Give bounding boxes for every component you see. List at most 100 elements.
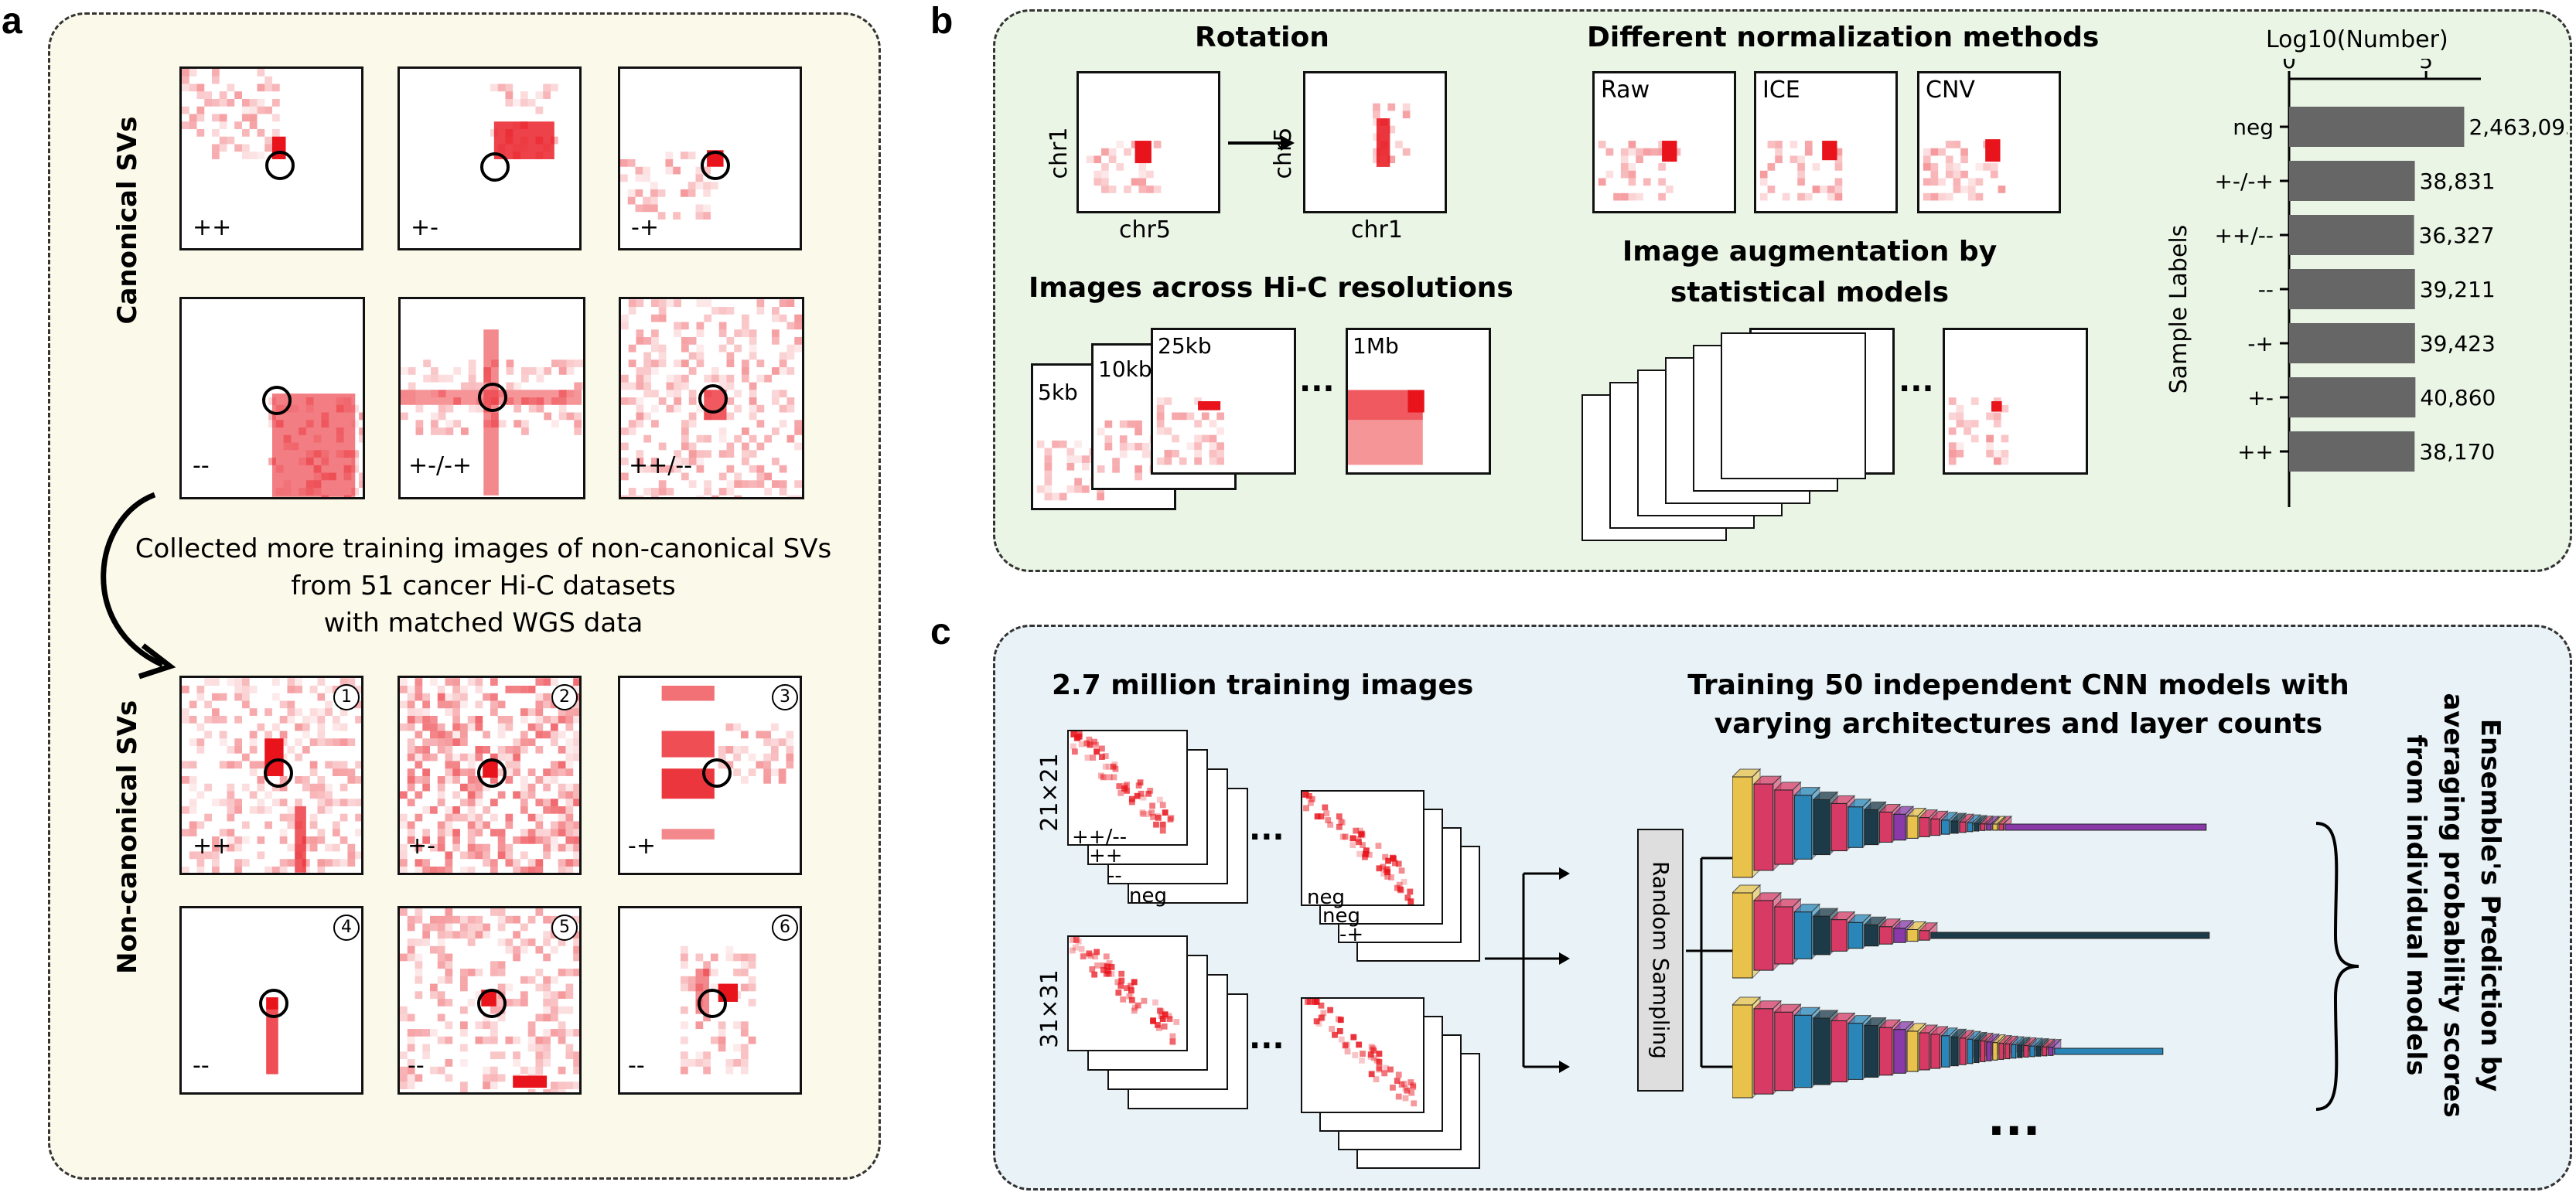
heatmap bbox=[182, 69, 286, 159]
arrow-text-line-3: with matched WGS data bbox=[323, 608, 643, 639]
panel-b-letter: b bbox=[930, 1, 954, 42]
rotation-arrow bbox=[1228, 135, 1295, 151]
sv-circle bbox=[477, 989, 507, 1018]
category-label: ++ bbox=[2237, 439, 2274, 465]
heatmap bbox=[621, 299, 802, 497]
augmentation-title-2: statistical models bbox=[1670, 277, 1950, 308]
orientation-label: -+ bbox=[628, 833, 656, 860]
sv-circle bbox=[701, 151, 730, 180]
orientation-label: -- bbox=[628, 1052, 645, 1079]
cnn-title-2: varying architectures and layer counts bbox=[1714, 708, 2323, 740]
heatmap bbox=[1305, 999, 1418, 1107]
normalization-title: Different normalization methods bbox=[1587, 22, 2100, 53]
norm-label: ICE bbox=[1762, 77, 1800, 104]
ensemble-text-2: averaging probability scores bbox=[2438, 693, 2469, 1118]
stack-label-4: neg bbox=[1129, 884, 1167, 908]
panel-a-letter: a bbox=[2, 1, 22, 42]
category-label: ++/-- bbox=[2214, 223, 2274, 248]
right-stack-label-3: -+ bbox=[1339, 923, 1364, 946]
cnn-models bbox=[1732, 768, 2210, 1099]
norm-label: CNV bbox=[1926, 77, 1975, 104]
cnn-layer bbox=[1998, 815, 2013, 832]
curved-arrow bbox=[101, 492, 176, 680]
bar bbox=[2289, 269, 2415, 309]
training-image-21 bbox=[1067, 730, 1188, 846]
bar bbox=[2289, 215, 2414, 255]
canonical-title: Canonical SVs bbox=[112, 116, 143, 325]
ensemble-text-3: from individual models bbox=[2400, 734, 2431, 1076]
value-label: 38,831 bbox=[2420, 169, 2496, 194]
sv-circle bbox=[698, 989, 727, 1018]
heatmap bbox=[1302, 792, 1414, 904]
value-label: 39,423 bbox=[2420, 331, 2496, 356]
noncanonical-tile-2: 2 +- bbox=[397, 676, 582, 875]
rotation-title: Rotation bbox=[1195, 22, 1329, 53]
noncanonical-tile-4: 4 -- bbox=[179, 906, 363, 1095]
cnn-dense-layer bbox=[1930, 932, 2210, 939]
heatmap bbox=[401, 329, 583, 496]
stack-label-3: -- bbox=[1107, 864, 1122, 887]
size-label-21: 21×21 bbox=[1036, 753, 1063, 832]
training-image-21-alt bbox=[1301, 790, 1424, 906]
sv-circle bbox=[477, 758, 507, 788]
canonical-tile-1: ++ bbox=[179, 66, 363, 250]
sv-number: 5 bbox=[551, 915, 578, 941]
value-label: 39,211 bbox=[2420, 277, 2496, 302]
bar bbox=[2289, 431, 2415, 472]
res-label: 5kb bbox=[1038, 380, 1078, 405]
cnn-dense-layer bbox=[2005, 823, 2207, 831]
res-25kb: 25kb bbox=[1151, 328, 1296, 475]
heatmap bbox=[490, 83, 558, 159]
canonical-tile-6: ++/-- bbox=[619, 297, 804, 499]
category-label: -+ bbox=[2247, 331, 2274, 356]
norm-raw: Raw bbox=[1592, 71, 1736, 213]
norm-ice: ICE bbox=[1754, 71, 1898, 213]
right-brace bbox=[2315, 822, 2359, 1111]
training-title: 2.7 million training images bbox=[1052, 669, 1474, 701]
heatmap bbox=[620, 150, 724, 220]
heatmap bbox=[1598, 141, 1681, 201]
random-sampling-label: Random Sampling bbox=[1648, 861, 1674, 1059]
orientation-label: ++ bbox=[193, 833, 232, 860]
x-tick-label: 0 bbox=[2282, 59, 2296, 73]
orientation-label: -- bbox=[193, 1052, 210, 1079]
cnn-layer bbox=[1773, 1003, 1802, 1092]
fanout-arrows bbox=[1485, 867, 1570, 1073]
arrow-text-line-1: Collected more training images of non-ca… bbox=[135, 533, 832, 564]
value-label: 38,170 bbox=[2419, 439, 2495, 465]
arrow-text-line-2: from 51 cancer Hi-C datasets bbox=[291, 571, 676, 601]
res-ellipsis: ··· bbox=[1299, 371, 1335, 407]
noncanonical-title: Non-canonical SVs bbox=[112, 700, 143, 974]
orientation-label: +- bbox=[411, 214, 438, 241]
ensemble-text-1: Ensemble's Prediction by bbox=[2475, 718, 2506, 1092]
noncanonical-tile-5: 5 -- bbox=[397, 906, 582, 1095]
sv-number: 4 bbox=[333, 915, 360, 941]
stack-label-1: ++/-- bbox=[1072, 826, 1128, 849]
noncanonical-tile-3: 3 -+ bbox=[618, 676, 802, 875]
sv-number: 1 bbox=[333, 684, 360, 710]
heatmap bbox=[1348, 390, 1424, 465]
heatmap bbox=[400, 908, 579, 1092]
heatmap bbox=[400, 678, 579, 873]
rotation-after bbox=[1303, 71, 1447, 213]
sv-circle bbox=[262, 386, 292, 415]
sv-circle bbox=[698, 384, 728, 414]
canonical-tile-4: -- bbox=[179, 297, 365, 499]
orientation-label: -+ bbox=[631, 214, 659, 241]
orientation-label: ++ bbox=[193, 214, 232, 241]
heatmap bbox=[1759, 141, 1843, 201]
value-label: 36,327 bbox=[2419, 223, 2495, 248]
sv-number: 3 bbox=[772, 684, 798, 710]
sv-circle bbox=[259, 989, 288, 1018]
category-label: -- bbox=[2258, 277, 2274, 302]
res-label: 1Mb bbox=[1353, 333, 1399, 359]
rot-right-xlabel: chr1 bbox=[1351, 216, 1403, 244]
cnn-layer bbox=[1918, 921, 1939, 942]
category-label: neg bbox=[2233, 114, 2274, 140]
sv-number: 6 bbox=[772, 915, 798, 941]
sv-circle bbox=[702, 758, 732, 788]
training-image-31-alt bbox=[1301, 997, 1424, 1113]
sv-circle bbox=[480, 152, 510, 182]
category-label: +-/-+ bbox=[2214, 169, 2274, 194]
rotation-before bbox=[1076, 71, 1220, 213]
